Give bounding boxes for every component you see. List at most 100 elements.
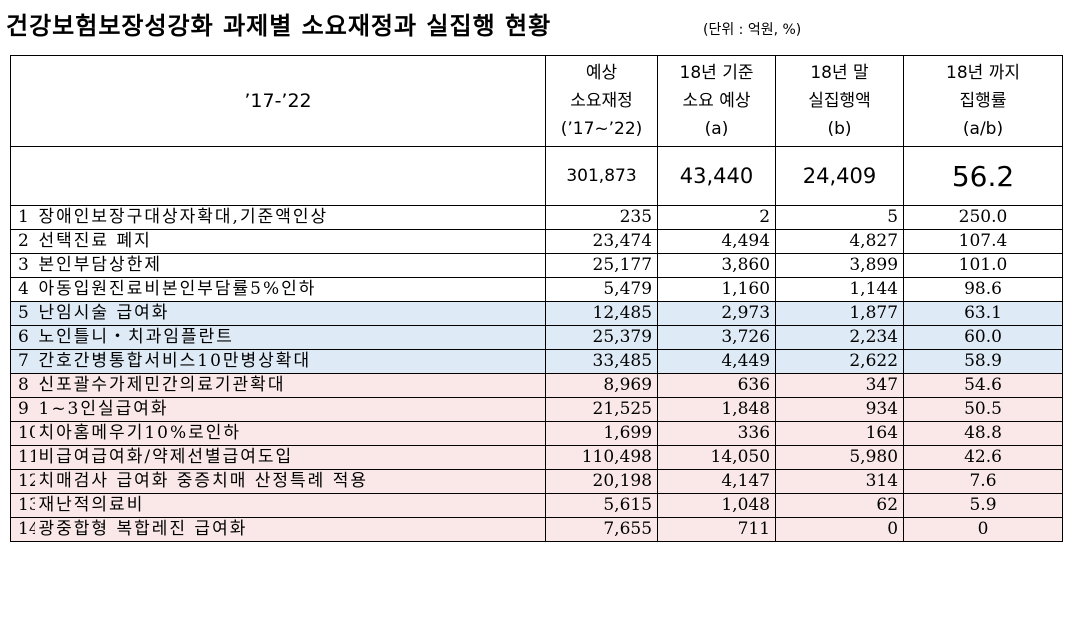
total-exec: 24,409 [775, 146, 905, 206]
row-name: 재난적의료비 [34, 493, 547, 518]
row-number: 13 [10, 493, 35, 518]
row-number: 3 [10, 253, 35, 278]
col-est-line2: 소요 예상 [682, 91, 751, 111]
row-expected: 8,969 [545, 373, 659, 398]
row-exec: 4,827 [775, 229, 905, 254]
col-est-line3: (a) [704, 119, 729, 139]
row-rate: 5.9 [903, 493, 1064, 518]
row-expected: 12,485 [545, 301, 659, 326]
row-exec: 347 [775, 373, 905, 398]
col-rate-line3: (a/b) [962, 119, 1004, 139]
row-name: 1~3인실급여화 [34, 397, 547, 422]
row-number: 2 [10, 229, 35, 254]
row-name: 아동입원진료비본인부담률5%인하 [34, 277, 547, 302]
table-row: 1 장애인보장구대상자확대,기준액인상 235 2 5 250.0 [10, 205, 1064, 230]
row-expected: 33,485 [545, 349, 659, 374]
row-rate: 54.6 [903, 373, 1064, 398]
row-expected: 7,655 [545, 517, 659, 542]
row-exec: 0 [775, 517, 905, 542]
row-rate: 60.0 [903, 325, 1064, 350]
row-number: 11 [10, 445, 35, 470]
col-rate-header: 18년 까지 집행률 (a/b) [903, 55, 1064, 147]
row-number: 9 [10, 397, 35, 422]
row-expected: 1,699 [545, 421, 659, 446]
page-title: 건강보험보장성강화 과제별 소요재정과 실집행 현황 [6, 12, 552, 40]
row-name: 장애인보장구대상자확대,기준액인상 [34, 205, 547, 230]
row-name: 치매검사 급여화 중증치매 산정특례 적용 [34, 469, 547, 494]
row-number: 5 [10, 301, 35, 326]
col-exec-line3: (b) [827, 119, 852, 139]
row-number: 4 [10, 277, 35, 302]
table-row: 6 노인틀니・치과임플란트 25,379 3,726 2,234 60.0 [10, 325, 1064, 350]
row-rate: 50.5 [903, 397, 1064, 422]
row-expected: 5,479 [545, 277, 659, 302]
row-name: 간호간병통합서비스10만병상확대 [34, 349, 547, 374]
row-name: 난임시술 급여화 [34, 301, 547, 326]
unit-note: (단위 : 억원, %) [703, 22, 802, 38]
row-exec: 314 [775, 469, 905, 494]
row-exec: 2,622 [775, 349, 905, 374]
row-name: 본인부담상한제 [34, 253, 547, 278]
row-est: 1,848 [657, 397, 777, 422]
row-est: 3,726 [657, 325, 777, 350]
row-expected: 110,498 [545, 445, 659, 470]
row-est: 4,449 [657, 349, 777, 374]
row-exec: 2,234 [775, 325, 905, 350]
row-rate: 42.6 [903, 445, 1064, 470]
row-est: 3,860 [657, 253, 777, 278]
table-row: 8 신포괄수가제민간의료기관확대 8,969 636 347 54.6 [10, 373, 1064, 398]
row-rate: 107.4 [903, 229, 1064, 254]
row-exec: 5,980 [775, 445, 905, 470]
row-name: 선택진료 폐지 [34, 229, 547, 254]
table-row: 5 난임시술 급여화 12,485 2,973 1,877 63.1 [10, 301, 1064, 326]
row-expected: 5,615 [545, 493, 659, 518]
row-est: 711 [657, 517, 777, 542]
row-name: 신포괄수가제민간의료기관확대 [34, 373, 547, 398]
row-exec: 1,144 [775, 277, 905, 302]
row-rate: 98.6 [903, 277, 1064, 302]
col-expected-line1: 예상 [585, 63, 618, 83]
row-rate: 250.0 [903, 205, 1064, 230]
row-number: 14 [10, 517, 35, 542]
col-exec-line1: 18년 말 [810, 63, 869, 83]
row-exec: 164 [775, 421, 905, 446]
row-est: 4,494 [657, 229, 777, 254]
row-expected: 235 [545, 205, 659, 230]
table-row: 7 간호간병통합서비스10만병상확대 33,485 4,449 2,622 58.9 [10, 349, 1064, 374]
row-name: 광중합형 복합레진 급여화 [34, 517, 547, 542]
row-rate: 7.6 [903, 469, 1064, 494]
row-exec: 5 [775, 205, 905, 230]
table-row: 2 선택진료 폐지 23,474 4,494 4,827 107.4 [10, 229, 1064, 254]
row-est: 1,160 [657, 277, 777, 302]
col-rate-line2: 집행률 [959, 91, 1007, 111]
table-row: 4 아동입원진료비본인부담률5%인하 5,479 1,160 1,144 98.6 [10, 277, 1064, 302]
col-exec-header: 18년 말 실집행액 (b) [775, 55, 905, 147]
budget-table: ’17-’22 예상 소요재정 (’17~’22) 18년 기준 소요 예상 (… [9, 55, 1064, 542]
row-est: 2 [657, 205, 777, 230]
row-expected: 25,379 [545, 325, 659, 350]
row-rate: 101.0 [903, 253, 1064, 278]
row-expected: 25,177 [545, 253, 659, 278]
col-expected-line2: 소요재정 [570, 91, 633, 111]
row-exec: 1,877 [775, 301, 905, 326]
row-est: 336 [657, 421, 777, 446]
col-expected-line3: (’17~’22) [560, 119, 643, 139]
row-rate: 63.1 [903, 301, 1064, 326]
row-expected: 20,198 [545, 469, 659, 494]
row-name: 비급여급여화/약제선별급여도입 [34, 445, 547, 470]
row-number: 7 [10, 349, 35, 374]
header-row: ’17-’22 예상 소요재정 (’17~’22) 18년 기준 소요 예상 (… [9, 55, 1064, 147]
row-exec: 62 [775, 493, 905, 518]
row-name: 노인틀니・치과임플란트 [34, 325, 547, 350]
row-name: 치아홈메우기10%로인하 [34, 421, 547, 446]
col-rate-line1: 18년 까지 [946, 63, 1020, 83]
total-rate: 56.2 [903, 146, 1064, 206]
row-expected: 23,474 [545, 229, 659, 254]
table-row: 9 1~3인실급여화 21,525 1,848 934 50.5 [10, 397, 1064, 422]
row-est: 2,973 [657, 301, 777, 326]
total-est: 43,440 [657, 146, 777, 206]
period-header: ’17-’22 [9, 55, 547, 147]
